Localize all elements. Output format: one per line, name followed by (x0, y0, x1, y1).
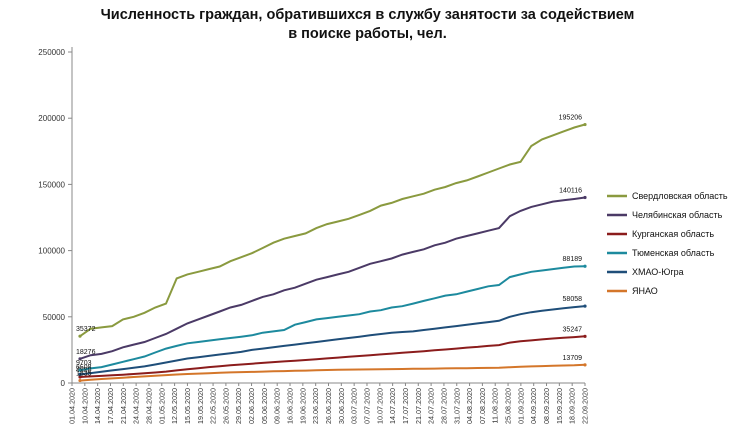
x-tick-label: 21.04.2020 (119, 388, 128, 424)
series-start-label: 9703 (76, 360, 92, 367)
x-tick-label: 04.08.2020 (465, 388, 474, 424)
x-tick-label: 07.07.2020 (362, 388, 371, 424)
x-tick-label: 15.09.2020 (555, 388, 564, 424)
series-end-label: 35247 (563, 326, 583, 333)
series-line-4 (79, 305, 586, 376)
x-tick-label: 26.05.2020 (221, 388, 230, 424)
series-start-point-5 (78, 378, 82, 383)
x-tick-label: 12.05.2020 (170, 388, 179, 424)
x-tick-label: 03.07.2020 (350, 388, 359, 424)
x-tick-label: 28.04.2020 (144, 388, 153, 424)
series-end-point-1 (583, 195, 587, 200)
x-tick-label: 18.09.2020 (568, 388, 577, 424)
series-line-5 (79, 363, 586, 382)
y-tick-label: 50000 (43, 313, 66, 322)
x-tick-label: 05.06.2020 (260, 388, 269, 424)
series-end-point-4 (583, 304, 587, 308)
x-tick-label: 28.07.2020 (439, 388, 448, 424)
x-tick-label: 15.05.2020 (183, 388, 192, 424)
x-tick-label: 31.07.2020 (452, 388, 461, 424)
series-end-label: 88189 (563, 256, 583, 263)
x-tick-label: 01.04.2020 (68, 388, 77, 424)
series-start-point-4 (78, 372, 82, 376)
x-tick-label: 14.07.2020 (388, 388, 397, 424)
series-line-1 (79, 196, 586, 360)
legend-entry-0: Свердловская область (632, 191, 728, 201)
x-tick-label: 10.07.2020 (375, 388, 384, 424)
x-tick-label: 14.04.2020 (93, 388, 102, 424)
series-start-point-1 (78, 357, 82, 361)
y-tick-label: 0 (61, 379, 66, 388)
y-tick-label: 200000 (38, 114, 65, 123)
x-tick-label: 19.05.2020 (196, 388, 205, 424)
series-end-point-5 (583, 363, 587, 367)
legend-entry-3: Тюменская область (632, 248, 715, 258)
x-tick-label: 19.06.2020 (298, 388, 307, 424)
x-tick-label: 02.06.2020 (247, 388, 256, 424)
x-tick-label: 24.04.2020 (132, 388, 141, 424)
x-tick-label: 24.07.2020 (427, 388, 436, 424)
x-tick-label: 01.09.2020 (516, 388, 525, 424)
series-end-label: 13709 (563, 355, 583, 362)
chart-title-line-1: Численность граждан, обратившихся в служ… (100, 7, 635, 23)
x-tick-label: 17.04.2020 (106, 388, 115, 424)
x-tick-label: 30.06.2020 (337, 388, 346, 424)
series-end-label: 58058 (563, 296, 583, 303)
x-tick-label: 09.06.2020 (273, 388, 282, 424)
x-tick-label: 22.05.2020 (209, 388, 218, 424)
chart-title: Численность граждан, обратившихся в служ… (0, 6, 735, 44)
x-tick-label: 04.09.2020 (529, 388, 538, 424)
x-tick-label: 21.07.2020 (414, 388, 423, 424)
x-tick-label: 16.06.2020 (286, 388, 295, 424)
series-line-3 (79, 265, 586, 372)
series-line-0 (79, 123, 586, 338)
x-tick-label: 10.04.2020 (80, 388, 89, 424)
legend-entry-5: ЯНАО (632, 286, 658, 296)
series-end-point-2 (583, 334, 587, 338)
series-start-label: 6508 (76, 364, 92, 371)
series-start-label: 35372 (76, 326, 96, 333)
x-tick-label: 01.05.2020 (157, 388, 166, 424)
series-end-point-3 (583, 264, 587, 268)
x-tick-label: 26.06.2020 (324, 388, 333, 424)
y-tick-label: 100000 (38, 247, 65, 256)
legend-entry-1: Челябинская область (632, 210, 723, 220)
x-tick-label: 29.05.2020 (234, 388, 243, 424)
series-start-point-3 (78, 368, 82, 372)
series-line-2 (79, 335, 586, 378)
series-start-point-0 (78, 334, 82, 338)
x-tick-label: 11.08.2020 (491, 388, 500, 423)
x-tick-label: 23.06.2020 (311, 388, 320, 424)
series-end-label: 140116 (559, 187, 582, 194)
series-start-label: 18276 (76, 349, 96, 356)
legend-entry-2: Курганская область (632, 229, 714, 239)
x-tick-label: 07.08.2020 (478, 388, 487, 424)
series-start-point-2 (78, 375, 82, 379)
x-tick-label: 08.09.2020 (542, 388, 551, 424)
legend-entry-4: ХМАО-Югра (632, 267, 684, 277)
y-tick-label: 250000 (38, 48, 65, 57)
chart-title-line-2: в поиске работы, чел. (288, 26, 447, 42)
series-end-label: 195206 (559, 115, 582, 122)
x-tick-label: 22.09.2020 (581, 388, 590, 424)
y-tick-label: 150000 (38, 180, 65, 189)
series-start-label: 1835 (76, 371, 92, 378)
series-end-point-0 (583, 122, 587, 127)
x-tick-label: 25.08.2020 (504, 388, 513, 424)
x-tick-label: 17.07.2020 (401, 388, 410, 424)
